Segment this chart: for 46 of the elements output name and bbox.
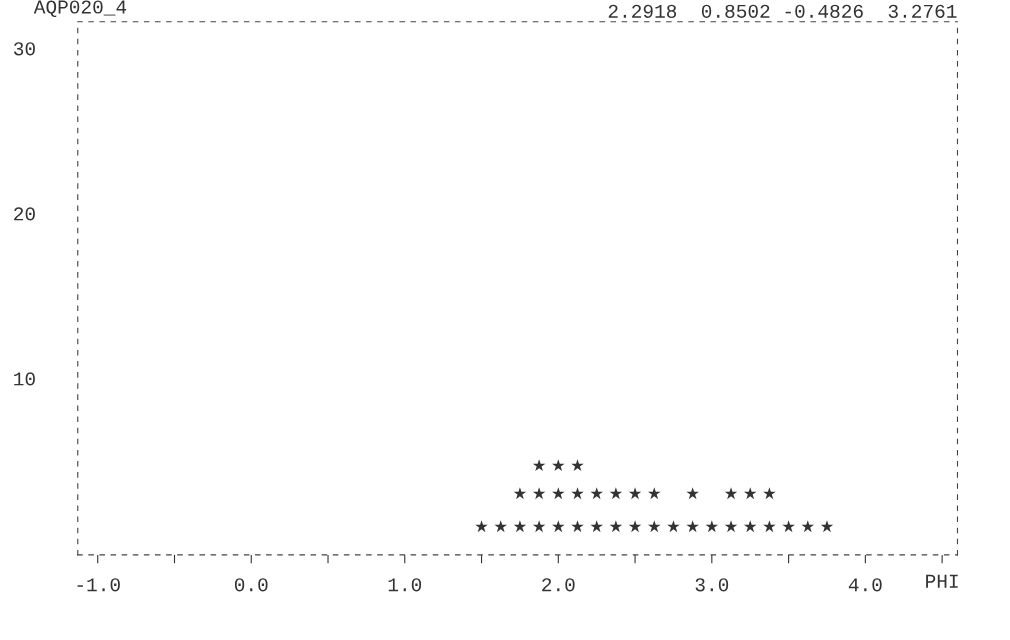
point	[763, 487, 776, 500]
point	[532, 459, 546, 472]
point	[513, 520, 527, 533]
x-axis-title: PHI	[926, 574, 958, 588]
point	[724, 520, 738, 533]
point	[552, 459, 565, 472]
point	[571, 459, 584, 472]
x-tick-label: 3.0	[695, 578, 729, 592]
point	[552, 487, 565, 500]
chart-title: AQP020_4	[33, 0, 127, 18]
point	[782, 520, 795, 533]
y-tick-label: 30	[13, 42, 35, 56]
point	[590, 487, 603, 500]
point	[609, 520, 623, 533]
point	[475, 520, 488, 533]
point	[705, 520, 719, 533]
point	[820, 520, 834, 533]
point	[513, 487, 527, 500]
point	[494, 520, 507, 533]
point	[571, 520, 584, 533]
point	[648, 520, 661, 533]
x-tick-label: -1.0	[77, 578, 120, 592]
point	[532, 487, 546, 500]
point	[801, 520, 815, 533]
point	[724, 487, 738, 500]
point	[571, 487, 584, 500]
point	[686, 520, 699, 533]
point	[609, 487, 623, 500]
point	[628, 487, 642, 500]
point	[743, 487, 757, 500]
point	[667, 520, 680, 533]
x-tick-label: 0.0	[234, 578, 268, 592]
y-tick-label: 10	[14, 372, 35, 386]
y-tick-label: 20	[14, 207, 35, 221]
point	[648, 487, 661, 500]
x-tick-label: 1.0	[388, 578, 422, 592]
point	[686, 487, 699, 500]
point	[743, 520, 757, 533]
text: 2.2918 0.8502 -0.4826 3.2761	[608, 4, 957, 18]
point	[628, 520, 642, 533]
point	[763, 520, 776, 533]
point	[590, 520, 603, 533]
x-tick-label: 2.0	[542, 578, 575, 592]
point	[532, 520, 546, 533]
point	[552, 520, 565, 533]
x-tick-label: 4.0	[848, 578, 882, 592]
